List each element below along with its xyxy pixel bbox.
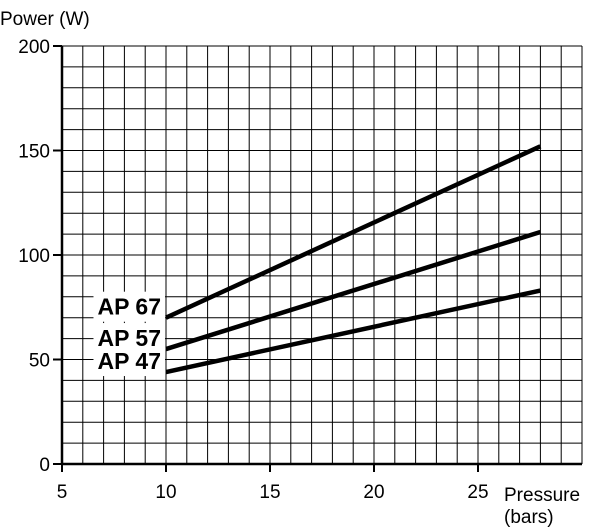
series-line [165,144,542,320]
series-label-bg [93,291,165,322]
x-tick-label: 20 [363,482,384,503]
y-tick-label: 200 [18,37,50,58]
axes [53,45,582,472]
y-tick-label: 100 [18,246,50,267]
x-tick-label: 15 [259,482,280,503]
grid [61,45,583,465]
series-label: AP 67 [97,294,161,320]
series-label: AP 57 [97,325,161,351]
series-label-bg [93,346,165,377]
x-tick-label: 10 [155,482,176,503]
y-tick-label: 150 [18,142,50,163]
x-axis-unit: (bars) [504,507,554,528]
y-tick-label: 0 [39,455,50,476]
series-lines [165,144,542,375]
y-tick-label: 50 [29,351,50,372]
x-axis-label: Pressure [504,485,580,506]
x-tick-label: 25 [467,482,488,503]
series-line [165,229,542,352]
series-label-backgrounds [93,291,165,377]
series-label: AP 47 [97,348,161,374]
x-tick-label: 5 [57,482,68,503]
chart-text: Power (W) Pressure (bars) 0 50 100 150 200 5 1… [0,9,580,528]
y-axis-label: Power (W) [0,9,90,30]
series-line [165,288,541,375]
